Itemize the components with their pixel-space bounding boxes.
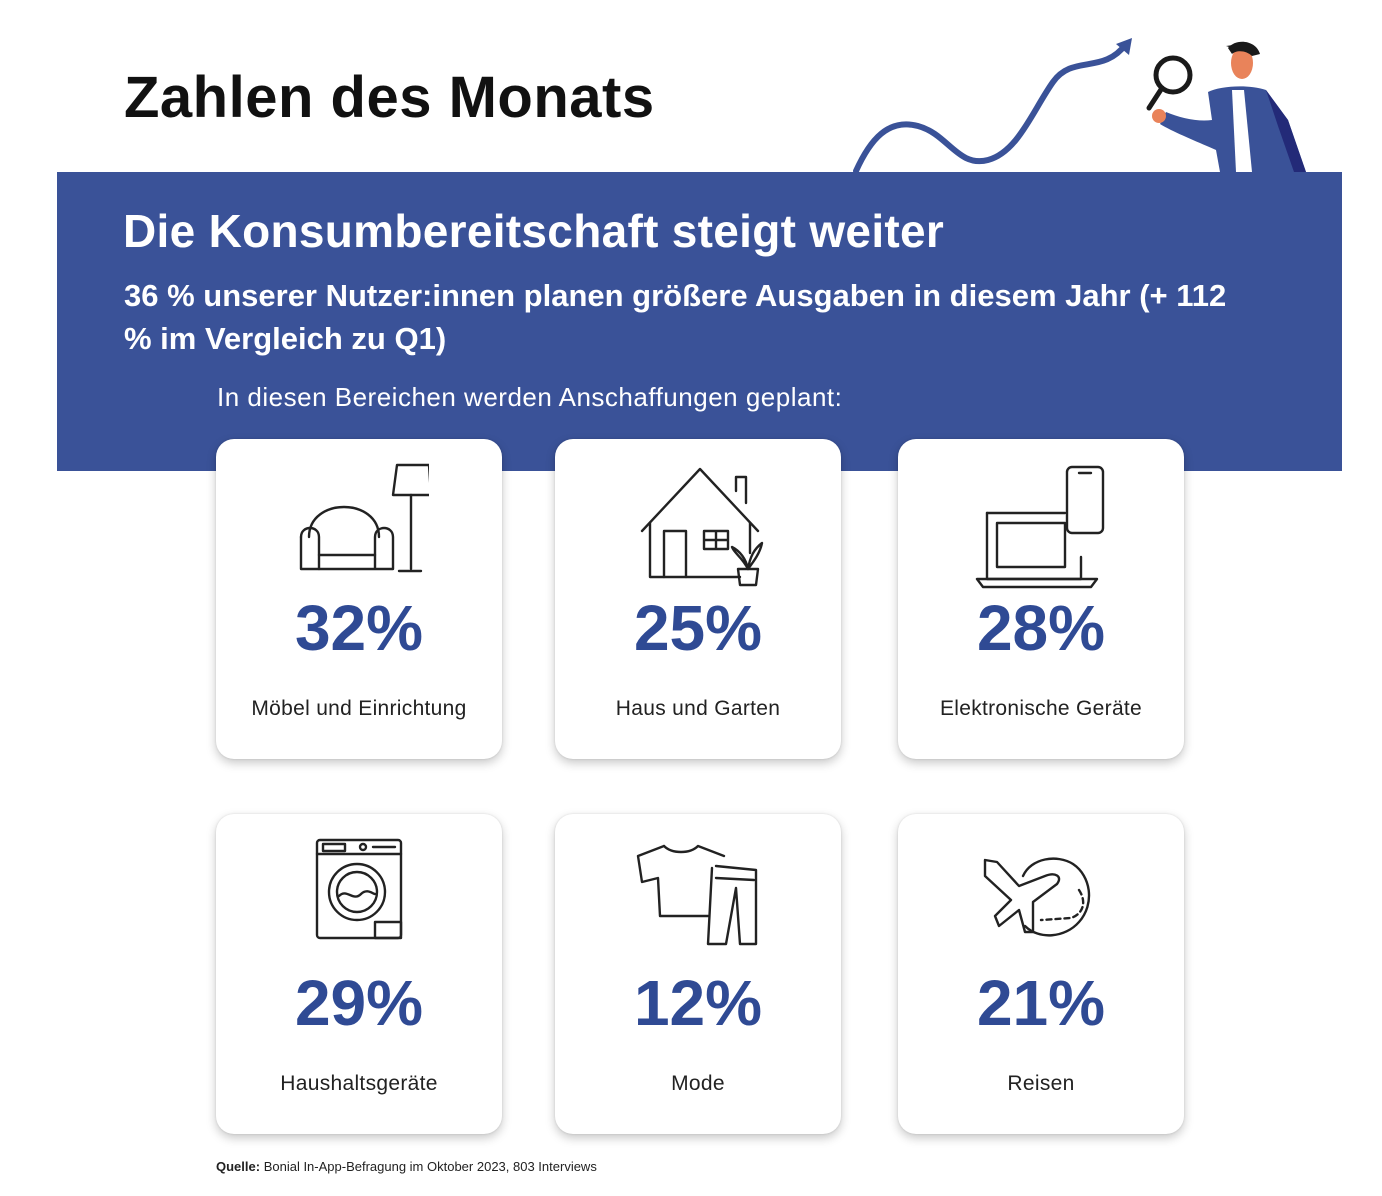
banner-headline: Die Konsumbereitschaft steigt weiter [123, 205, 945, 257]
house-plant-icon [640, 467, 764, 587]
stat-label: Möbel und Einrichtung [251, 697, 467, 720]
headline-banner [57, 172, 1342, 471]
banner-subhead: 36 % unserer Nutzer:innen planen größere… [124, 278, 1227, 356]
stat-value: 21% [976, 967, 1106, 1039]
stat-value: 29% [294, 967, 424, 1039]
tshirt-pants-icon [636, 844, 758, 946]
stat-card-elektronik: 28% Elektronische Geräte [898, 439, 1184, 759]
laptop-phone-icon [975, 465, 1105, 589]
stat-value: 25% [633, 592, 763, 664]
stat-card-reisen: 21% Reisen [898, 814, 1184, 1134]
source-prefix: Quelle: [216, 1159, 261, 1174]
stat-value: 28% [976, 592, 1106, 664]
stat-value: 12% [633, 967, 763, 1039]
stat-card-haus-garten: 25% Haus und Garten [555, 439, 841, 759]
stat-card-moebel: 32% Möbel und Einrichtung [216, 439, 502, 759]
stat-card-mode: 12% Mode [555, 814, 841, 1134]
stat-value: 32% [294, 592, 424, 664]
stat-label: Mode [671, 1072, 725, 1095]
stat-label: Haus und Garten [615, 697, 781, 720]
stat-label: Haushaltsgeräte [280, 1072, 438, 1095]
stat-card-haushaltsgeraete: 29% Haushaltsgeräte [216, 814, 502, 1134]
washing-machine-icon [315, 838, 403, 940]
person-magnifier-icon [1146, 41, 1306, 172]
stat-label: Elektronische Geräte [939, 697, 1143, 720]
armchair-lamp-icon [299, 463, 429, 573]
trend-arrow-icon [853, 41, 1129, 174]
airplane-globe-icon [983, 857, 1091, 937]
trend-illustration [853, 38, 1306, 174]
banner-intro: In diesen Bereichen werden Anschaffungen… [217, 382, 843, 412]
page-title: Zahlen des Monats [124, 65, 655, 130]
source-note: Quelle: Bonial In-App-Befragung im Oktob… [216, 1159, 597, 1174]
stat-label: Reisen [1007, 1072, 1075, 1095]
arrow-head-icon [1116, 38, 1132, 55]
source-text: Bonial In-App-Befragung im Oktober 2023,… [260, 1159, 597, 1174]
